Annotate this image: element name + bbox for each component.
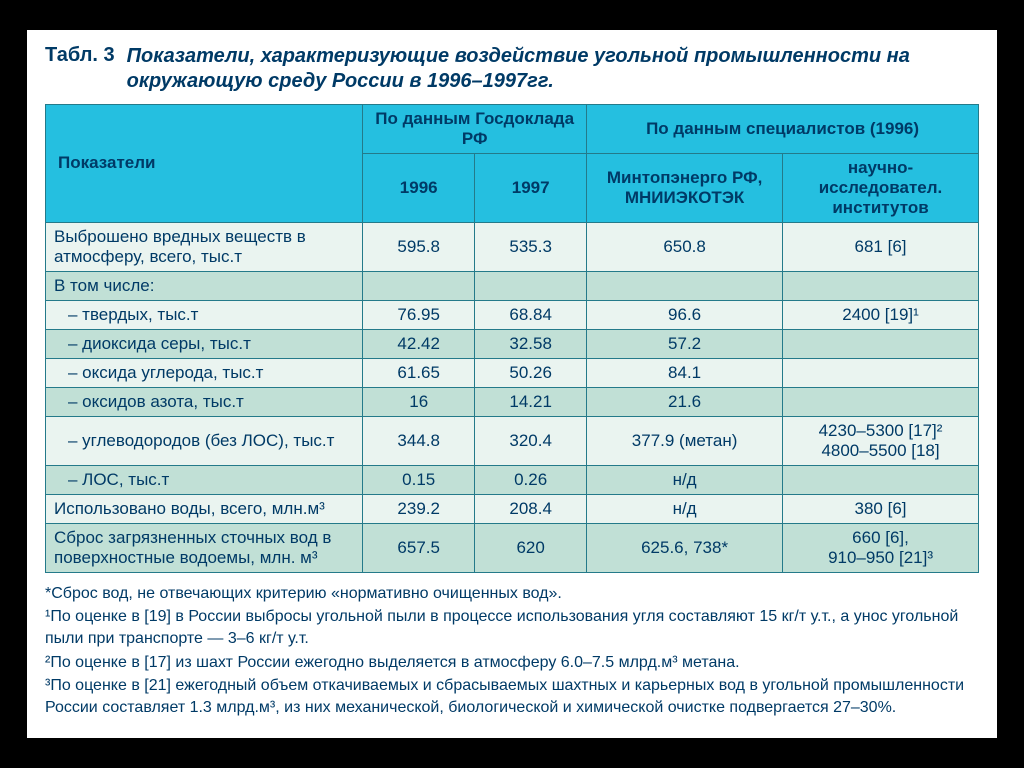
row-label: В том числе:	[46, 271, 363, 300]
row-label: Использовано воды, всего, млн.м³	[46, 494, 363, 523]
cell-inst	[783, 387, 979, 416]
cell-v1996	[363, 271, 475, 300]
cell-mintop: н/д	[587, 494, 783, 523]
table-row: – оксидов азота, тыс.т1614.2121.6	[46, 387, 979, 416]
col-header-mintop: Минтопэнерго РФ, МНИИЭКОТЭК	[587, 153, 783, 222]
table-row: – углеводородов (без ЛОС), тыс.т344.8320…	[46, 416, 979, 465]
cell-mintop: 377.9 (метан)	[587, 416, 783, 465]
cell-mintop: 21.6	[587, 387, 783, 416]
table-header: Показатели По данным Госдоклада РФ По да…	[46, 104, 979, 222]
cell-inst: 2400 [19]¹	[783, 300, 979, 329]
row-label: – оксида углерода, тыс.т	[46, 358, 363, 387]
cell-inst	[783, 358, 979, 387]
footnote-2: ²По оценке в [17] из шахт России ежегодн…	[45, 652, 979, 674]
document-page: Табл. 3 Показатели, характеризующие возд…	[27, 30, 997, 739]
footnote-1: ¹По оценке в [19] в России выбросы уголь…	[45, 606, 979, 649]
row-label: – оксидов азота, тыс.т	[46, 387, 363, 416]
cell-v1997: 0.26	[475, 465, 587, 494]
cell-v1997: 535.3	[475, 222, 587, 271]
cell-v1997: 208.4	[475, 494, 587, 523]
cell-mintop: 625.6, 738*	[587, 523, 783, 572]
cell-v1996: 657.5	[363, 523, 475, 572]
cell-inst: 681 [6]	[783, 222, 979, 271]
footnote-3: ³По оценке в [21] ежегодный объем откачи…	[45, 675, 979, 718]
col-header-group-specialists: По данным специалистов (1996)	[587, 104, 979, 153]
cell-v1996: 76.95	[363, 300, 475, 329]
row-label: – твердых, тыс.т	[46, 300, 363, 329]
cell-inst: 660 [6],910–950 [21]³	[783, 523, 979, 572]
cell-v1996: 61.65	[363, 358, 475, 387]
cell-v1996: 239.2	[363, 494, 475, 523]
cell-v1996: 595.8	[363, 222, 475, 271]
cell-v1997	[475, 271, 587, 300]
row-label: Выброшено вредных веществ в атмосферу, в…	[46, 222, 363, 271]
cell-mintop: 57.2	[587, 329, 783, 358]
cell-v1997: 50.26	[475, 358, 587, 387]
row-label: – диоксида серы, тыс.т	[46, 329, 363, 358]
cell-v1996: 42.42	[363, 329, 475, 358]
table-row: – диоксида серы, тыс.т42.4232.5857.2	[46, 329, 979, 358]
cell-v1997: 320.4	[475, 416, 587, 465]
table-row: – оксида углерода, тыс.т61.6550.2684.1	[46, 358, 979, 387]
caption-text: Показатели, характеризующие воздействие …	[127, 44, 979, 94]
cell-inst: 380 [6]	[783, 494, 979, 523]
table-row: Сброс загрязненных сточных вод в поверхн…	[46, 523, 979, 572]
cell-mintop: 96.6	[587, 300, 783, 329]
cell-v1997: 14.21	[475, 387, 587, 416]
table-row: – ЛОС, тыс.т0.150.26н/д	[46, 465, 979, 494]
table-caption: Табл. 3 Показатели, характеризующие возд…	[45, 44, 979, 94]
cell-inst	[783, 465, 979, 494]
table-row: Использовано воды, всего, млн.м³239.2208…	[46, 494, 979, 523]
footnote-asterisk: *Сброс вод, не отвечающих критерию «норм…	[45, 583, 979, 605]
col-header-1997: 1997	[475, 153, 587, 222]
data-table: Показатели По данным Госдоклада РФ По да…	[45, 104, 979, 573]
caption-label: Табл. 3	[45, 44, 115, 94]
cell-mintop	[587, 271, 783, 300]
cell-v1997: 68.84	[475, 300, 587, 329]
col-header-institutes: научно-исследовател. институтов	[783, 153, 979, 222]
cell-mintop: н/д	[587, 465, 783, 494]
cell-mintop: 84.1	[587, 358, 783, 387]
col-header-1996: 1996	[363, 153, 475, 222]
row-label: Сброс загрязненных сточных вод в поверхн…	[46, 523, 363, 572]
cell-v1997: 620	[475, 523, 587, 572]
table-row: – твердых, тыс.т76.9568.8496.62400 [19]¹	[46, 300, 979, 329]
row-label: – углеводородов (без ЛОС), тыс.т	[46, 416, 363, 465]
cell-mintop: 650.8	[587, 222, 783, 271]
cell-v1996: 0.15	[363, 465, 475, 494]
table-row: Выброшено вредных веществ в атмосферу, в…	[46, 222, 979, 271]
cell-inst	[783, 271, 979, 300]
col-header-group-gosdoklad: По данным Госдоклада РФ	[363, 104, 587, 153]
footnotes: *Сброс вод, не отвечающих критерию «норм…	[45, 583, 979, 719]
cell-inst	[783, 329, 979, 358]
cell-v1996: 344.8	[363, 416, 475, 465]
cell-v1996: 16	[363, 387, 475, 416]
table-row: В том числе:	[46, 271, 979, 300]
table-body: Выброшено вредных веществ в атмосферу, в…	[46, 222, 979, 572]
row-label: – ЛОС, тыс.т	[46, 465, 363, 494]
cell-v1997: 32.58	[475, 329, 587, 358]
col-header-indicators: Показатели	[46, 104, 363, 222]
cell-inst: 4230–5300 [17]²4800–5500 [18]	[783, 416, 979, 465]
